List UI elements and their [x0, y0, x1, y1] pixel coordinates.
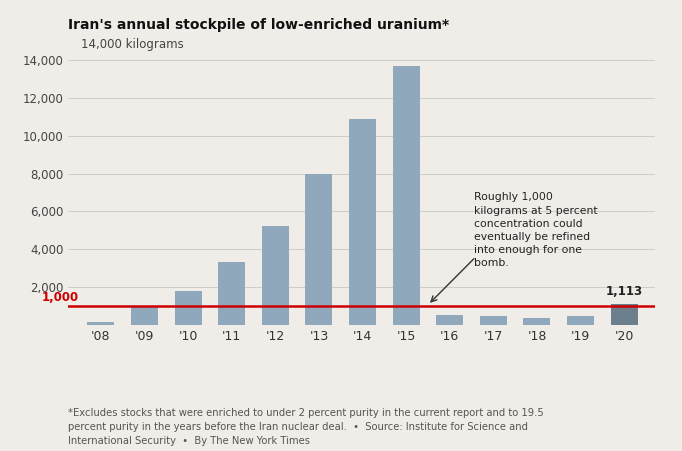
Text: Iran's annual stockpile of low-enriched uranium*: Iran's annual stockpile of low-enriched … — [68, 18, 449, 32]
Bar — [131, 306, 158, 325]
Bar — [175, 291, 202, 325]
Text: *Excludes stocks that were enriched to under 2 percent purity in the current rep: *Excludes stocks that were enriched to u… — [68, 409, 544, 446]
Bar — [218, 262, 246, 325]
Bar — [524, 318, 550, 325]
Bar — [262, 226, 289, 325]
Text: 14,000 kilograms: 14,000 kilograms — [81, 38, 184, 51]
Bar — [349, 119, 376, 325]
Bar — [393, 66, 419, 325]
Text: 1,000: 1,000 — [42, 291, 79, 304]
Text: Roughly 1,000
kilograms at 5 percent
concentration could
eventually be refined
i: Roughly 1,000 kilograms at 5 percent con… — [474, 193, 597, 268]
Text: 1,113: 1,113 — [606, 285, 642, 299]
Bar — [567, 316, 594, 325]
Bar — [480, 316, 507, 325]
Bar — [436, 315, 463, 325]
Bar — [610, 304, 638, 325]
Bar — [87, 322, 115, 325]
Bar — [306, 174, 332, 325]
